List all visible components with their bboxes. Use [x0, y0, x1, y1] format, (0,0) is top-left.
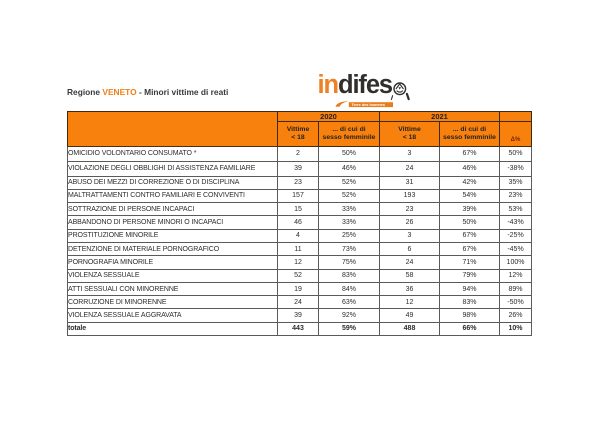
svg-text:Terre des hommes: Terre des hommes: [352, 103, 385, 107]
